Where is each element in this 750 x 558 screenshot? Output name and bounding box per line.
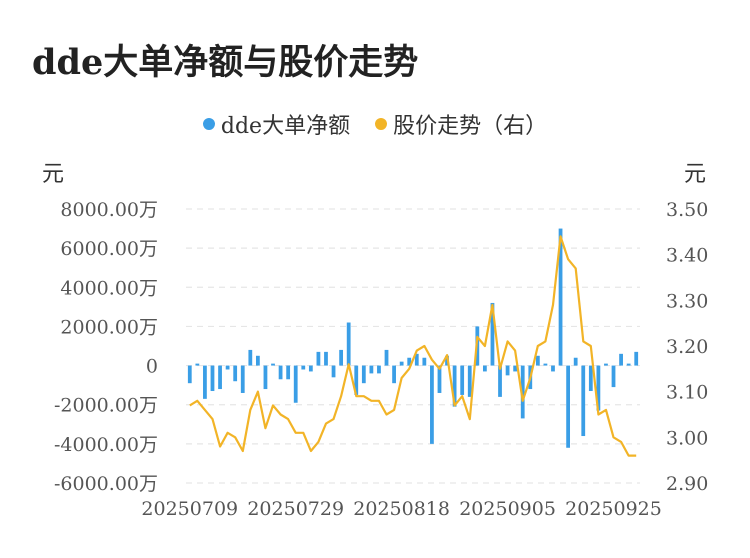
- dde-bar[interactable]: [187, 365, 192, 384]
- legend-item-dde[interactable]: dde大单净额: [202, 108, 351, 140]
- dde-bar[interactable]: [225, 365, 230, 370]
- dde-bar[interactable]: [505, 365, 510, 376]
- left-axis-unit: 元: [42, 162, 65, 187]
- right-axis-tick-label: 3.10: [666, 382, 708, 404]
- left-axis-tick-label: -4000.00万: [54, 434, 158, 456]
- dde-bar[interactable]: [467, 365, 472, 397]
- left-axis-tick-label: 6000.00万: [60, 238, 158, 260]
- right-axis-tick-label: 3.50: [666, 199, 708, 221]
- dde-bar[interactable]: [240, 365, 245, 393]
- dde-bar[interactable]: [596, 365, 601, 411]
- dde-bar[interactable]: [437, 365, 442, 393]
- legend-marker-price: [375, 118, 388, 130]
- dde-bar[interactable]: [407, 357, 412, 366]
- x-axis-tick-label: 20250729: [247, 498, 344, 520]
- left-axis-tick-label: -6000.00万: [54, 473, 158, 495]
- dde-bar[interactable]: [255, 355, 260, 366]
- right-axis-ticks: 3.50 3.40 3.30 3.20 3.10 3.00 2.90: [666, 199, 708, 495]
- dde-bar[interactable]: [369, 365, 374, 374]
- dde-bar[interactable]: [452, 365, 457, 407]
- dde-bar[interactable]: [422, 357, 427, 366]
- dde-bar[interactable]: [535, 355, 540, 366]
- x-axis-tick-label: 20250905: [459, 498, 556, 520]
- dde-bar[interactable]: [588, 365, 593, 392]
- dde-bar[interactable]: [430, 365, 434, 444]
- dde-bar[interactable]: [331, 365, 336, 378]
- dde-bar[interactable]: [634, 351, 639, 366]
- dde-bar[interactable]: [324, 351, 328, 366]
- dde-bar[interactable]: [460, 365, 465, 395]
- legend-label-price: 股价走势（右）: [393, 114, 548, 139]
- dde-bar[interactable]: [210, 365, 215, 392]
- dde-bar[interactable]: [611, 365, 616, 388]
- dde-bar[interactable]: [233, 365, 238, 382]
- legend-marker-dde: [202, 118, 215, 130]
- x-axis-tick-label: 20250925: [565, 498, 662, 520]
- right-axis-tick-label: 3.40: [666, 245, 708, 267]
- legend-item-price[interactable]: 股价走势（右）: [375, 108, 547, 140]
- dde-bar[interactable]: [278, 365, 283, 380]
- dde-bars: [187, 228, 639, 448]
- x-axis-tick-label: 20250818: [353, 498, 450, 520]
- right-axis-tick-label: 3.20: [666, 336, 708, 358]
- left-axis-tick-label: 0: [146, 356, 158, 378]
- left-axis-tick-label: 8000.00万: [60, 199, 158, 221]
- dde-bar[interactable]: [482, 365, 487, 372]
- dde-bar[interactable]: [581, 365, 586, 437]
- right-axis-tick-label: 3.30: [666, 290, 708, 312]
- dde-bar[interactable]: [490, 302, 495, 366]
- dde-bar[interactable]: [384, 349, 389, 366]
- dde-bar[interactable]: [248, 349, 253, 366]
- dde-bar[interactable]: [308, 365, 313, 372]
- dde-bar[interactable]: [195, 363, 200, 366]
- dde-bar[interactable]: [377, 365, 381, 374]
- dde-bar[interactable]: [218, 365, 222, 390]
- dde-bar[interactable]: [263, 365, 268, 390]
- x-axis-tick-label: 20250709: [141, 498, 238, 520]
- dde-bar[interactable]: [619, 353, 623, 366]
- dde-bar[interactable]: [346, 322, 351, 366]
- dde-bar[interactable]: [604, 363, 608, 366]
- legend-label-dde: dde大单净额: [220, 114, 351, 139]
- dde-bar[interactable]: [354, 365, 359, 395]
- chart-title: dde大单净额与股价走势: [32, 42, 419, 83]
- dde-bar[interactable]: [301, 365, 306, 370]
- x-axis-ticks: 20250709 20250729 20250818 20250905 20250925: [141, 498, 661, 520]
- dde-bar[interactable]: [414, 353, 419, 366]
- dde-bar[interactable]: [498, 365, 502, 397]
- dde-bar[interactable]: [271, 363, 275, 366]
- dde-bar[interactable]: [566, 365, 571, 448]
- left-axis-tick-label: 4000.00万: [60, 277, 158, 299]
- price-line[interactable]: [189, 235, 637, 457]
- right-axis-tick-label: 3.00: [666, 427, 708, 449]
- dde-bar[interactable]: [293, 365, 298, 403]
- dde-bar[interactable]: [203, 365, 207, 399]
- left-axis-tick-label: 2000.00万: [60, 316, 158, 338]
- dde-bar[interactable]: [573, 357, 578, 366]
- right-axis-tick-label: 2.90: [666, 473, 708, 495]
- dde-bar[interactable]: [399, 361, 404, 366]
- dde-bar[interactable]: [316, 351, 321, 366]
- left-axis-tick-label: -2000.00万: [54, 395, 158, 417]
- dde-bar[interactable]: [520, 365, 525, 419]
- dde-bar[interactable]: [558, 228, 563, 366]
- chart-legend: dde大单净额 股价走势（右）: [0, 108, 750, 140]
- grid-lines: [186, 208, 640, 484]
- dde-bar[interactable]: [513, 365, 518, 372]
- dde-bar[interactable]: [392, 365, 396, 384]
- left-axis-ticks: 8000.00万 6000.00万 4000.00万 2000.00万 0 -2000.0…: [54, 199, 158, 495]
- price-line-group: [189, 235, 637, 457]
- dde-bar[interactable]: [339, 349, 344, 366]
- dde-bar[interactable]: [626, 363, 631, 366]
- dde-bar[interactable]: [543, 363, 548, 366]
- dde-bar[interactable]: [286, 365, 291, 380]
- dde-bar[interactable]: [361, 365, 366, 384]
- dde-bar[interactable]: [551, 365, 555, 372]
- right-axis-unit: 元: [684, 162, 707, 187]
